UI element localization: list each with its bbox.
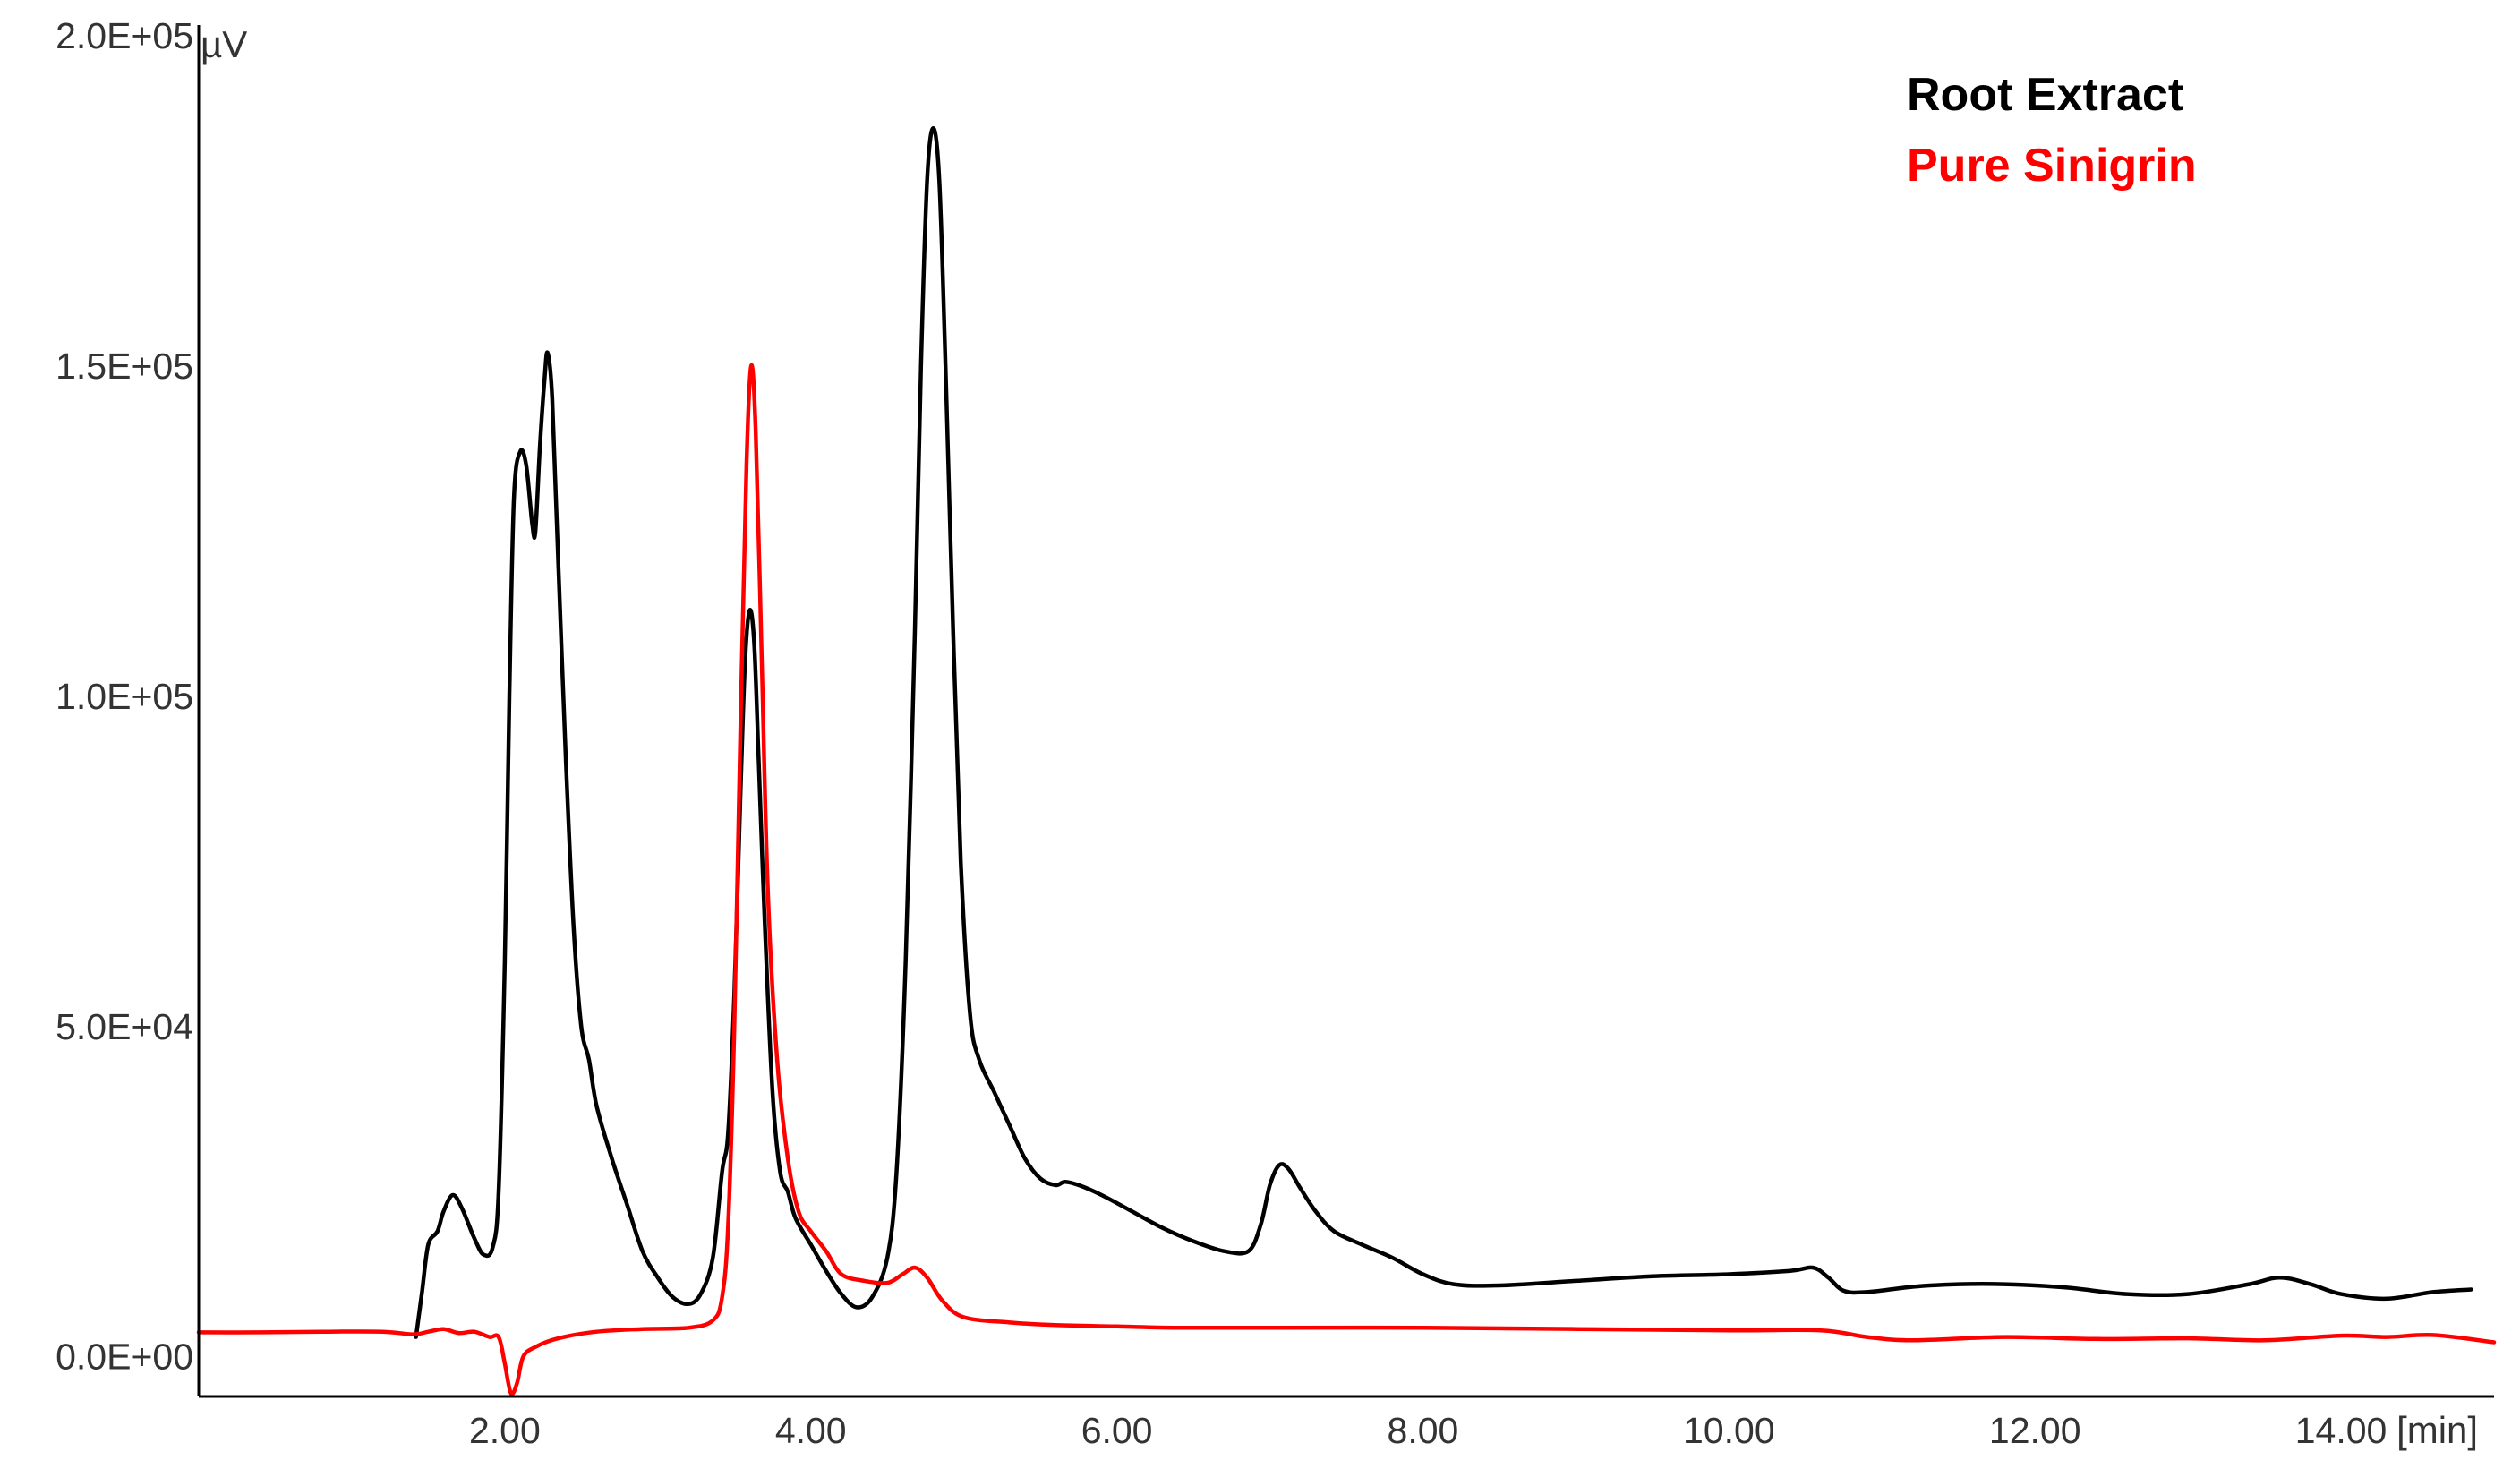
y-unit-label: µV: [201, 23, 247, 65]
legend-entry-root-extract: Root Extract: [1907, 69, 2183, 121]
x-tick-label: 12.00: [1989, 1410, 2081, 1451]
plot-area: [196, 126, 2497, 1396]
x-tick-label: 14.00: [2295, 1410, 2388, 1451]
x-tick-label: 6.00: [1081, 1410, 1153, 1451]
y-tick-label: 1.0E+05: [56, 676, 193, 717]
legend-entry-pure-sinigrin: Pure Sinigrin: [1907, 140, 2197, 192]
x-tick-label: 4.00: [775, 1410, 847, 1451]
x-tick-label: 10.00: [1683, 1410, 1775, 1451]
y-tick-label: 0.0E+00: [56, 1336, 193, 1378]
x-unit-label: [min]: [2396, 1409, 2478, 1451]
legend: Root Extract Pure Sinigrin: [1907, 69, 2197, 192]
x-tick-label: 8.00: [1388, 1410, 1459, 1451]
series-line-pure-sinigrin: [196, 363, 2497, 1396]
y-tick-label: 1.5E+05: [56, 346, 193, 387]
series-line-root-extract: [414, 126, 2473, 1339]
x-tick-label: 2.00: [469, 1410, 541, 1451]
y-tick-label: 5.0E+04: [56, 1006, 193, 1047]
y-tick-label: 2.0E+05: [56, 15, 193, 56]
axes: 0.0E+00 5.0E+04 1.0E+05 1.5E+05 2.0E+05 2.00 4…: [56, 15, 2494, 1451]
